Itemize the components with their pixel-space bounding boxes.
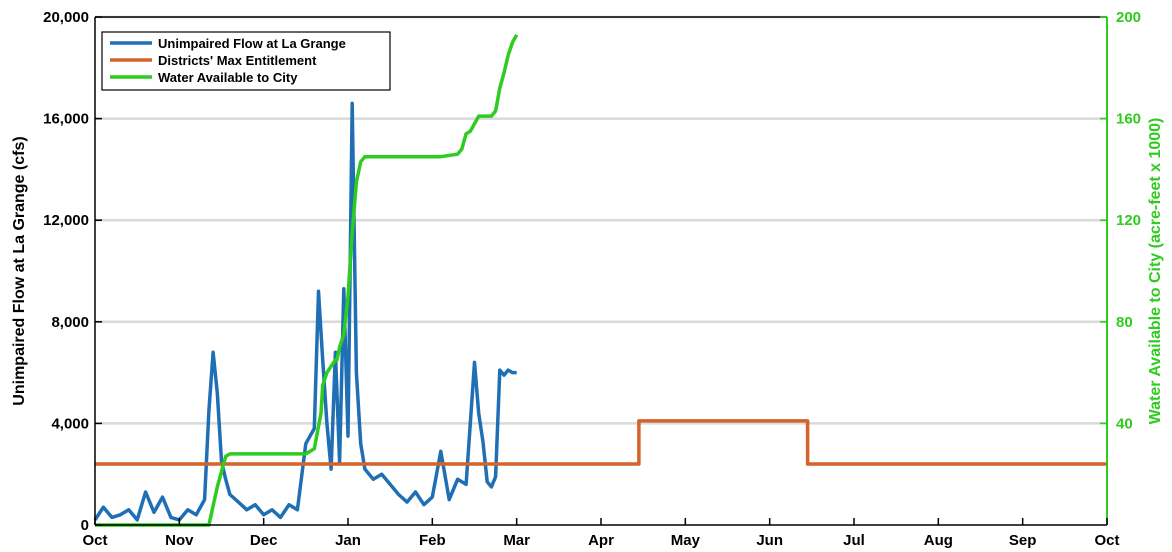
x-tick-label: Oct	[82, 532, 107, 549]
x-tick-label: Jun	[756, 532, 783, 549]
y-tick-label: 12,000	[43, 212, 89, 229]
legend-entry-water-available: Water Available to City	[158, 70, 298, 85]
series-line-max-entitlement	[95, 419, 1107, 466]
x-tick-label: Feb	[419, 532, 446, 549]
legend-entry-unimpaired-flow: Unimpaired Flow at La Grange	[158, 36, 346, 51]
y2-axis-title: Water Available to City (acre-feet x 100…	[1147, 118, 1164, 425]
x-tick-label: May	[671, 532, 701, 549]
y2-tick-label: 120	[1116, 212, 1141, 229]
x-tick-label: Apr	[588, 532, 614, 549]
y-tick-label: 0	[81, 517, 89, 534]
x-tick-label: Jul	[843, 532, 865, 549]
y2-tick-label: 80	[1116, 314, 1133, 331]
y2-tick-label: 200	[1116, 9, 1141, 26]
y2-tick-label: 40	[1116, 415, 1133, 432]
x-tick-label: Jan	[335, 532, 361, 549]
x-tick-label: Dec	[250, 532, 278, 549]
y-tick-label: 4,000	[51, 415, 89, 432]
x-tick-label: Oct	[1094, 532, 1119, 549]
x-tick-label: Aug	[924, 532, 953, 549]
y2-tick-label: 160	[1116, 111, 1141, 128]
legend-entry-max-entitlement: Districts' Max Entitlement	[158, 53, 317, 68]
series-line-unimpaired-flow	[93, 101, 517, 522]
x-tick-label: Sep	[1009, 532, 1037, 549]
legend: Unimpaired Flow at La Grange Districts' M…	[101, 31, 391, 91]
x-tick-label: Mar	[503, 532, 530, 549]
x-tick-label: Nov	[165, 532, 194, 549]
series-line-water-available	[95, 33, 519, 527]
y-tick-label: 16,000	[43, 111, 89, 128]
y-tick-label: 20,000	[43, 9, 89, 26]
y-tick-label: 8,000	[51, 314, 89, 331]
y-axis-title: Unimpaired Flow at La Grange (cfs)	[11, 136, 28, 405]
